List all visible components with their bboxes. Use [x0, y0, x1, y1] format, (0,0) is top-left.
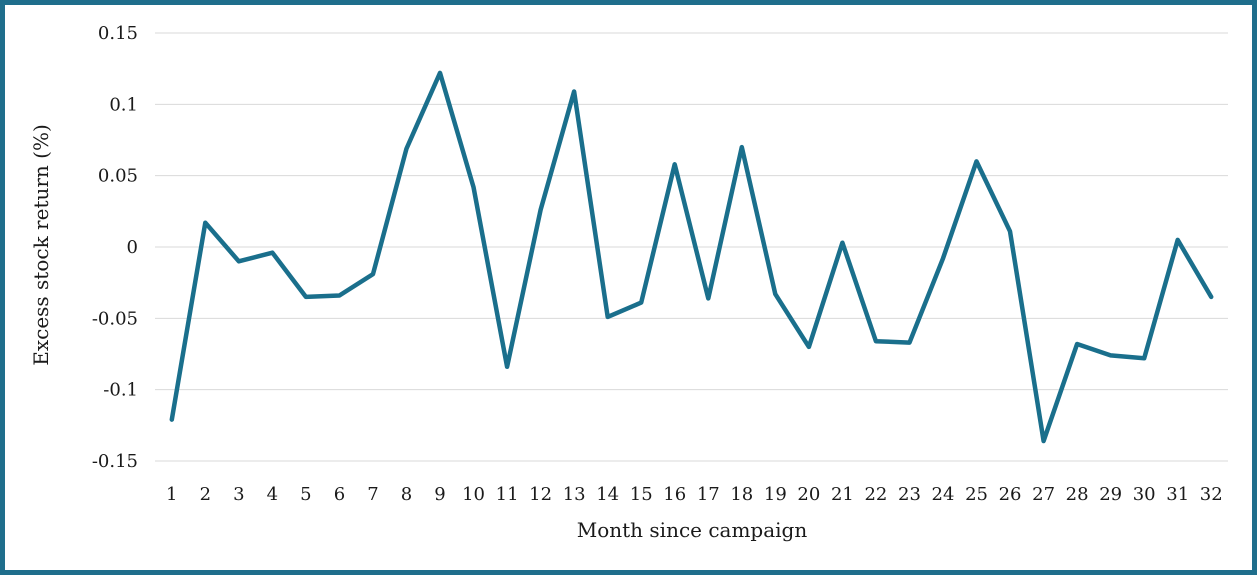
x-tick-label: 1	[166, 484, 177, 505]
x-tick-label: 25	[965, 484, 988, 505]
y-tick-label: -0.15	[92, 451, 138, 472]
y-axis-title: Excess stock return (%)	[29, 124, 53, 366]
x-tick-label: 7	[367, 484, 378, 505]
y-tick-label: 0.15	[98, 23, 138, 44]
x-tick-label: 3	[233, 484, 244, 505]
series-layer	[169, 70, 1214, 444]
y-tick-label: 0.05	[98, 166, 138, 187]
x-tick-label: 22	[864, 484, 887, 505]
y-tick-labels: 0.15 0.1 0.05 0 -0.05 -0.1 -0.15	[92, 23, 138, 472]
x-tick-label: 16	[663, 484, 686, 505]
x-tick-label: 8	[401, 484, 412, 505]
x-tick-label: 13	[563, 484, 586, 505]
y-tick-label: -0.1	[103, 380, 138, 401]
x-tick-label: 5	[300, 484, 311, 505]
x-tick-label: 32	[1200, 484, 1223, 505]
y-tick-label: 0	[127, 237, 138, 258]
x-tick-label: 4	[267, 484, 278, 505]
x-tick-label: 9	[434, 484, 445, 505]
x-tick-label: 17	[697, 484, 720, 505]
x-tick-label: 19	[764, 484, 787, 505]
x-tick-label: 6	[334, 484, 345, 505]
x-tick-label: 27	[1032, 484, 1055, 505]
x-tick-label: 12	[529, 484, 552, 505]
x-tick-label: 23	[898, 484, 921, 505]
x-tick-label: 29	[1099, 484, 1122, 505]
x-tick-label: 26	[999, 484, 1022, 505]
x-tick-label: 21	[831, 484, 854, 505]
y-tick-label: 0.1	[109, 94, 138, 115]
y-tick-label: -0.05	[92, 308, 138, 329]
x-axis-title: Month since campaign	[577, 518, 808, 542]
x-tick-label: 28	[1066, 484, 1089, 505]
x-tick-labels: 1 2 3 4 5 6 7 8 9 10 11 12 13 14 15 16 17 18 19 20 21 22 23 24 2…	[166, 484, 1223, 505]
x-tick-label: 2	[200, 484, 211, 505]
x-tick-label: 18	[730, 484, 753, 505]
x-tick-label: 24	[932, 484, 955, 505]
x-tick-label: 10	[462, 484, 485, 505]
x-tick-label: 11	[496, 484, 519, 505]
x-tick-label: 30	[1133, 484, 1156, 505]
series-line	[169, 70, 1214, 444]
x-tick-label: 15	[630, 484, 653, 505]
x-tick-label: 20	[797, 484, 820, 505]
gridlines	[155, 32, 1228, 462]
x-tick-label: 31	[1166, 484, 1189, 505]
x-tick-label: 14	[596, 484, 619, 505]
